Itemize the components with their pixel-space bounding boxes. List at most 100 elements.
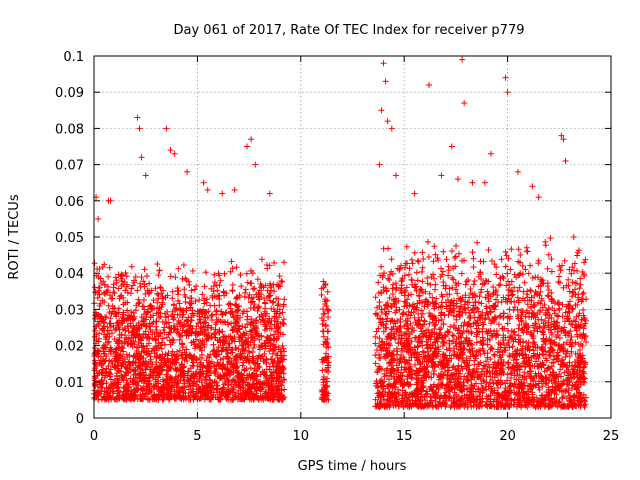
data-point bbox=[180, 262, 187, 269]
data-point bbox=[246, 291, 253, 298]
data-point bbox=[517, 251, 524, 258]
data-point bbox=[414, 257, 421, 264]
data-point bbox=[280, 259, 287, 266]
data-point bbox=[419, 278, 426, 285]
data-point bbox=[556, 263, 563, 270]
data-point bbox=[320, 311, 327, 318]
data-point bbox=[107, 315, 114, 322]
data-point bbox=[400, 310, 407, 317]
data-point bbox=[214, 287, 221, 294]
data-point bbox=[518, 308, 525, 315]
data-point bbox=[91, 284, 98, 291]
data-point bbox=[189, 267, 196, 274]
data-point bbox=[389, 291, 396, 298]
data-point bbox=[92, 357, 99, 364]
data-point bbox=[155, 272, 162, 279]
data-point bbox=[112, 274, 119, 281]
data-point bbox=[239, 362, 246, 369]
data-point bbox=[138, 274, 145, 281]
data-point bbox=[515, 246, 522, 253]
data-point bbox=[521, 279, 528, 286]
data-point bbox=[440, 248, 447, 255]
data-points bbox=[91, 56, 590, 411]
data-point bbox=[527, 262, 534, 269]
data-point bbox=[125, 328, 132, 335]
data-point bbox=[424, 238, 431, 245]
data-point bbox=[380, 245, 387, 252]
data-point bbox=[169, 288, 176, 295]
data-point bbox=[243, 270, 250, 277]
data-point bbox=[181, 286, 188, 293]
data-point bbox=[440, 279, 447, 286]
data-point bbox=[209, 311, 216, 318]
data-point bbox=[430, 258, 437, 265]
data-point bbox=[556, 279, 563, 286]
data-point bbox=[154, 261, 161, 268]
data-point bbox=[202, 269, 209, 276]
data-point bbox=[107, 376, 114, 383]
data-point bbox=[576, 285, 583, 292]
data-point bbox=[234, 307, 241, 314]
data-point bbox=[229, 327, 236, 334]
data-point bbox=[413, 269, 420, 276]
data-point bbox=[527, 288, 534, 295]
data-point bbox=[91, 333, 98, 340]
data-point bbox=[104, 324, 111, 331]
data-point bbox=[390, 281, 397, 288]
data-point bbox=[203, 296, 210, 303]
data-point bbox=[229, 288, 236, 295]
data-point bbox=[275, 333, 282, 340]
data-point bbox=[188, 287, 195, 294]
data-point bbox=[250, 286, 257, 293]
data-point bbox=[154, 290, 161, 297]
chart-title: Day 061 of 2017, Rate Of TEC Index for r… bbox=[174, 23, 525, 38]
data-point bbox=[169, 295, 176, 302]
data-point bbox=[491, 261, 498, 268]
data-point bbox=[128, 263, 135, 270]
data-point bbox=[539, 328, 546, 335]
data-point bbox=[436, 326, 443, 333]
data-point bbox=[388, 256, 395, 263]
data-point bbox=[432, 281, 439, 288]
data-point bbox=[123, 273, 130, 280]
data-point bbox=[408, 291, 415, 298]
data-point bbox=[559, 394, 566, 401]
data-point bbox=[456, 250, 463, 257]
data-point bbox=[372, 360, 379, 367]
data-point bbox=[105, 302, 112, 309]
data-point bbox=[531, 292, 538, 299]
data-point bbox=[182, 298, 189, 305]
data-point bbox=[514, 294, 521, 301]
data-point bbox=[175, 265, 182, 272]
data-point bbox=[471, 277, 478, 284]
data-point bbox=[386, 276, 393, 283]
data-point bbox=[174, 285, 181, 292]
data-point bbox=[502, 248, 509, 255]
data-point bbox=[156, 267, 163, 274]
data-point bbox=[96, 330, 103, 337]
data-point bbox=[522, 320, 529, 327]
data-point bbox=[372, 333, 379, 340]
data-point bbox=[508, 292, 515, 299]
data-point bbox=[110, 281, 117, 288]
data-point bbox=[228, 258, 235, 265]
data-point bbox=[227, 268, 234, 275]
data-point bbox=[170, 316, 177, 323]
data-point bbox=[544, 280, 551, 287]
data-point bbox=[127, 290, 134, 297]
data-point bbox=[109, 295, 116, 302]
data-point bbox=[226, 300, 233, 307]
data-point bbox=[493, 327, 500, 334]
data-point bbox=[251, 285, 258, 292]
data-point bbox=[256, 287, 263, 294]
data-point bbox=[561, 257, 568, 264]
data-point bbox=[167, 273, 174, 280]
data-point bbox=[383, 288, 390, 295]
data-point bbox=[247, 364, 254, 371]
data-point bbox=[477, 289, 484, 296]
data-point bbox=[495, 282, 502, 289]
data-point bbox=[258, 256, 265, 263]
data-point bbox=[582, 256, 589, 263]
data-point bbox=[504, 270, 511, 277]
data-point bbox=[237, 271, 244, 278]
